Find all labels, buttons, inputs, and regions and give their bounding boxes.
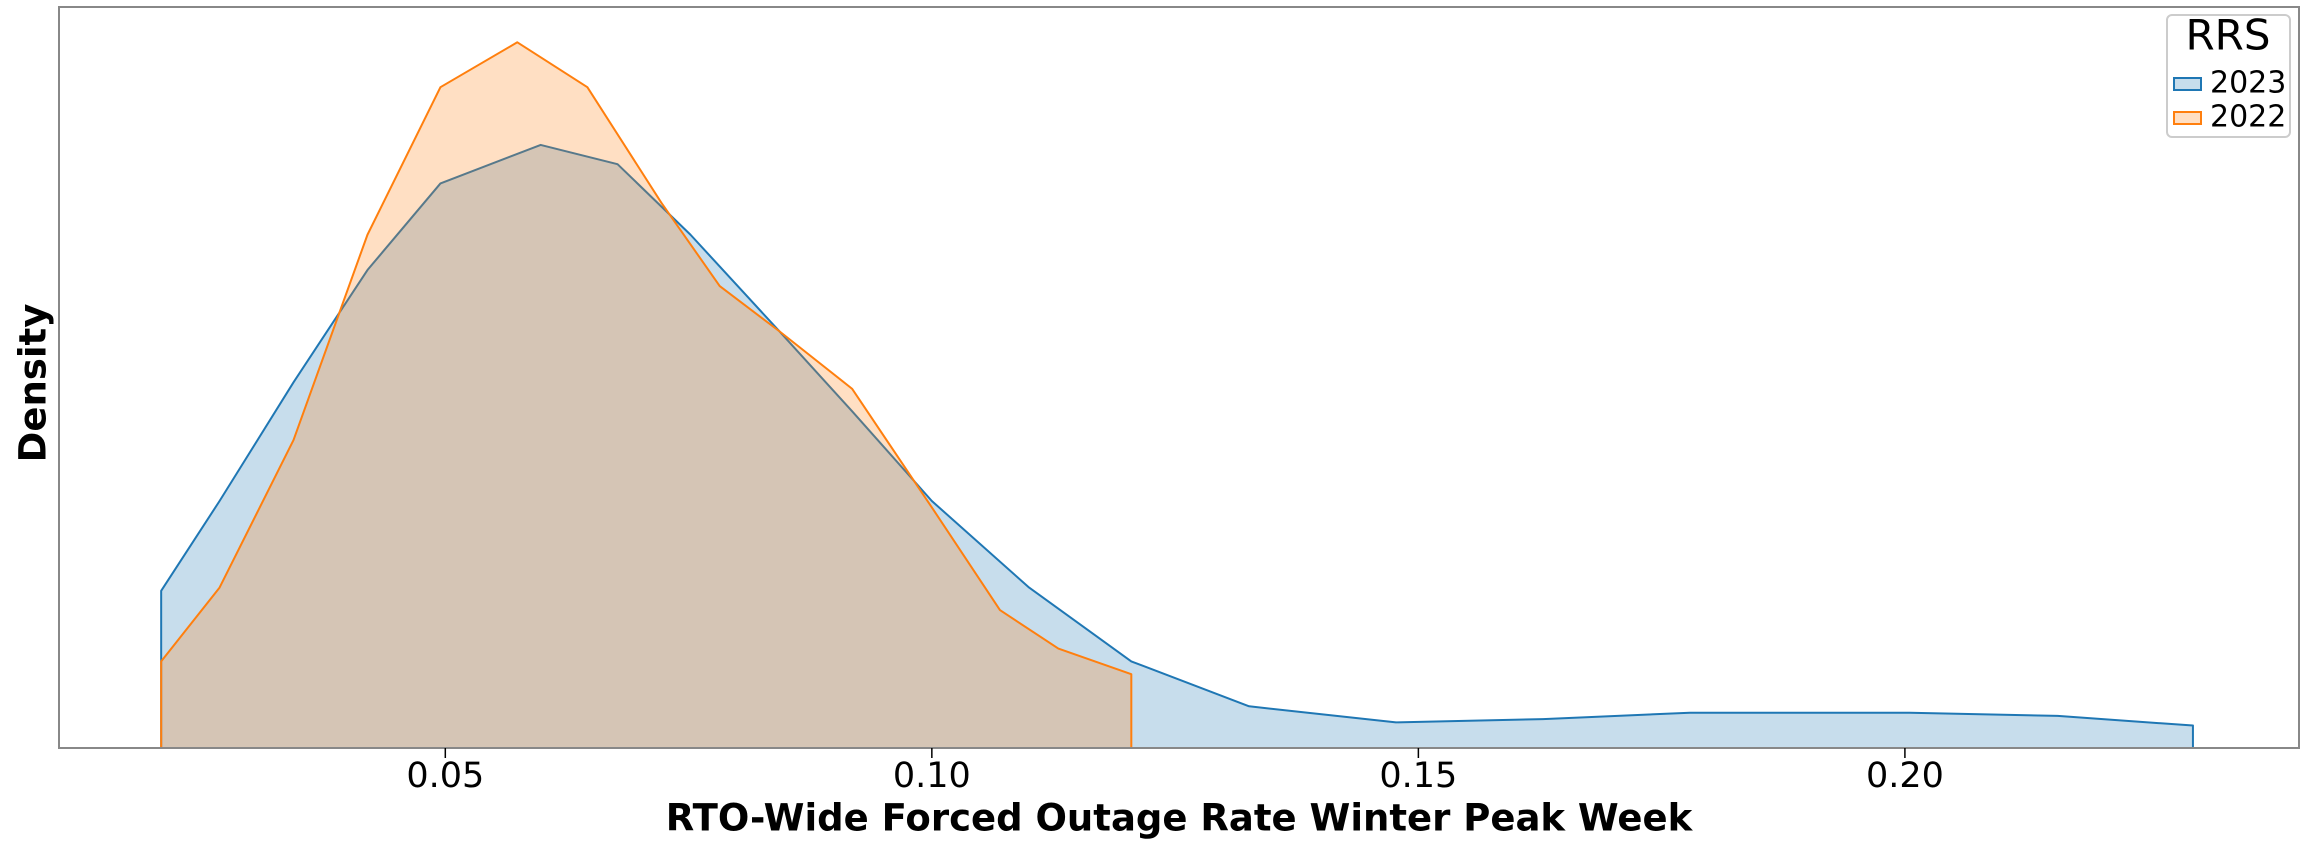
x-tick-label: 0.15 bbox=[1379, 756, 1457, 796]
density-area bbox=[160, 41, 1133, 749]
x-tick-label: 0.10 bbox=[893, 756, 971, 796]
legend-label: 2023 bbox=[2210, 66, 2286, 101]
density-area bbox=[160, 143, 2194, 749]
x-tick-label: 0.05 bbox=[406, 756, 484, 796]
legend-swatch bbox=[2173, 111, 2202, 125]
axes-frame bbox=[58, 6, 2300, 749]
legend-label: 2022 bbox=[2210, 100, 2286, 135]
plot-area bbox=[160, 41, 2194, 749]
legend-swatch bbox=[2173, 77, 2202, 91]
legend-title: RRS bbox=[2185, 11, 2270, 60]
x-axis-title: RTO-Wide Forced Outage Rate Winter Peak … bbox=[666, 797, 1694, 840]
legend-box bbox=[2166, 14, 2291, 138]
x-tick-label: 0.20 bbox=[1866, 756, 1944, 796]
y-axis-title: Density bbox=[12, 304, 55, 463]
